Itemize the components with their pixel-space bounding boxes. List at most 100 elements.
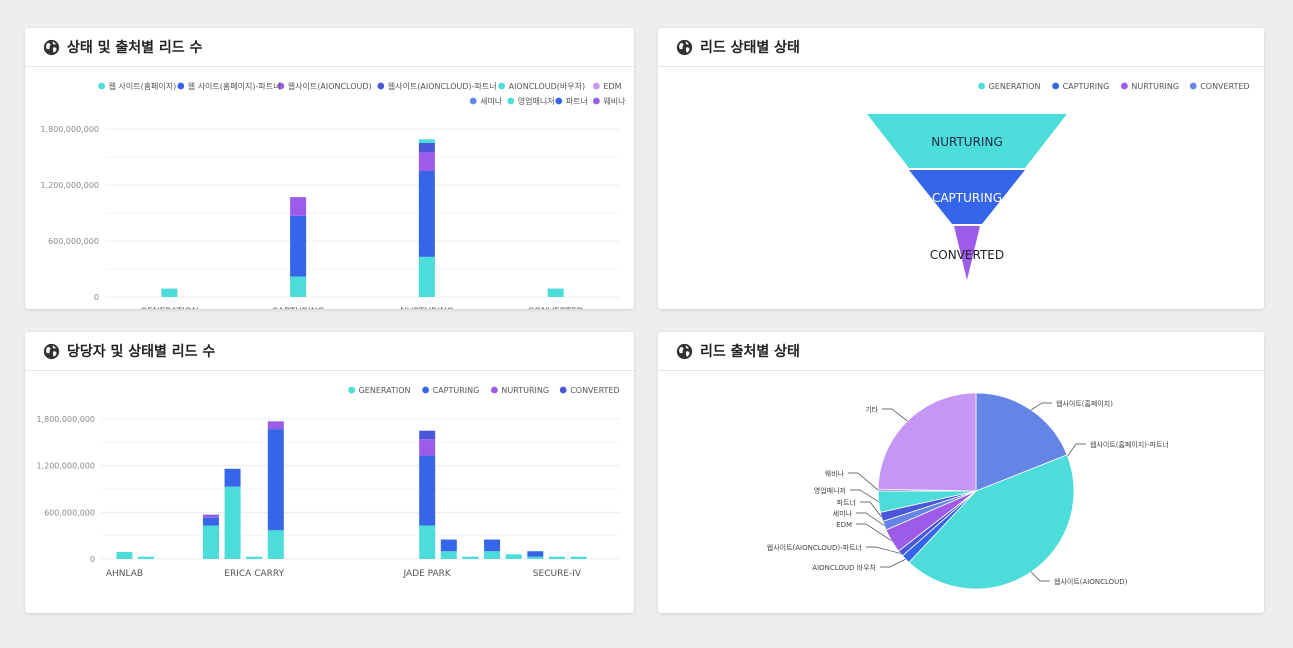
panel-lead-count-by-status-source: 상태 및 출처별 리드 수 EDM AIONCLOUD(바우처) 웹사이트(AION… bbox=[25, 28, 634, 309]
legend-swatch bbox=[277, 82, 285, 90]
bar-segment bbox=[527, 556, 544, 559]
pie-label: AIONCLOUD 바우처 bbox=[812, 563, 876, 572]
panel-lead-status-funnel: 리드 상태별 상태 CONVERTED NURTURING CAPTURING GEN… bbox=[658, 28, 1264, 309]
bar-segment bbox=[484, 551, 501, 559]
legend-swatch bbox=[978, 82, 985, 90]
pie-slice bbox=[908, 454, 1075, 590]
legend-swatch bbox=[593, 82, 600, 90]
bar-segment bbox=[267, 429, 284, 531]
legend-label: EDM bbox=[603, 82, 621, 91]
legend-swatch bbox=[469, 97, 477, 105]
bar-segment bbox=[161, 288, 178, 297]
panel-header: 당당자 및 상태별 리드 수 bbox=[25, 332, 634, 371]
pie-leader-line bbox=[856, 512, 885, 526]
panel-title: 상태 및 출처별 리드 수 bbox=[67, 40, 203, 56]
legend-label: 파트너 bbox=[566, 96, 588, 106]
panel-lead-count-by-owner-status: 당당자 및 상태별 리드 수 CONVERTED NURTURING CAPTURI… bbox=[25, 332, 634, 613]
bar-segment bbox=[202, 525, 219, 559]
funnel-stage bbox=[867, 114, 1067, 168]
legend-label: 영업매니저 bbox=[518, 96, 555, 106]
bar-segment bbox=[290, 215, 307, 277]
pie-slice bbox=[877, 392, 977, 492]
legend-swatch bbox=[1189, 82, 1197, 90]
legend-label: AIONCLOUD(바우처) bbox=[509, 81, 586, 91]
bar-segment bbox=[527, 551, 544, 557]
y-tick-label: 0 bbox=[94, 293, 99, 302]
bar-segment bbox=[418, 143, 435, 153]
x-tick-label: AHNLAB bbox=[106, 569, 143, 579]
funnel-label: NURTURING bbox=[931, 135, 1003, 149]
y-tick-label: 600,000,000 bbox=[44, 508, 95, 517]
legend-swatch bbox=[377, 82, 385, 90]
legend-swatch bbox=[555, 97, 563, 105]
pie-label: 파트너 bbox=[837, 498, 856, 507]
y-tick-label: 1,200,000,000 bbox=[36, 462, 95, 471]
bar-segment bbox=[116, 552, 133, 559]
y-tick-label: 1,800,000,000 bbox=[40, 125, 99, 134]
legend-label: 웨비나 bbox=[603, 96, 626, 106]
legend-swatch bbox=[1052, 82, 1059, 90]
bar-segment bbox=[440, 551, 457, 559]
legend-swatch bbox=[98, 82, 105, 90]
bar-segment bbox=[246, 556, 263, 559]
pie-leader-line bbox=[856, 523, 892, 542]
pie-label: 웹사이트(AIONCLOUD)-파트너 bbox=[767, 543, 862, 552]
y-tick-label: 1,800,000,000 bbox=[36, 415, 95, 424]
pie-leader-line bbox=[1030, 571, 1050, 582]
funnel-label: CONVERTED bbox=[930, 248, 1004, 262]
panel-title: 리드 출처별 상태 bbox=[700, 344, 800, 360]
bar-segment bbox=[419, 455, 436, 526]
pie-leader-line bbox=[882, 408, 908, 422]
legend-label: 웹 사이트(홈페이지)-파트너 bbox=[188, 81, 281, 91]
pie-leader-line bbox=[880, 558, 906, 568]
pie-leader-line bbox=[866, 546, 901, 554]
x-tick-label: CONVERTED bbox=[528, 307, 584, 309]
y-tick-label: 0 bbox=[90, 555, 95, 564]
legend-label: 웹 사이트(홈페이지) bbox=[109, 81, 177, 91]
y-tick-label: 600,000,000 bbox=[48, 237, 99, 246]
bar-segment bbox=[418, 139, 435, 143]
bar-segment bbox=[418, 171, 435, 257]
globe-icon bbox=[43, 343, 60, 359]
legend-label: NURTURING bbox=[1131, 82, 1179, 91]
legend-label: CAPTURING bbox=[433, 386, 480, 395]
funnel-label: CAPTURING bbox=[932, 191, 1002, 205]
bar-segment bbox=[440, 539, 457, 552]
x-tick-label: ERICA CARRY bbox=[224, 569, 284, 579]
bar-segment bbox=[505, 554, 522, 559]
pie-label: 기타 bbox=[865, 405, 878, 414]
funnel-stage bbox=[909, 170, 1025, 224]
x-tick-label: CAPTURING bbox=[272, 307, 325, 309]
stacked-bar-chart: CONVERTED NURTURING CAPTURING GENERATION 1,8… bbox=[36, 386, 620, 579]
x-tick-label: SECURE-IV bbox=[533, 569, 582, 579]
legend-label: NURTURING bbox=[501, 386, 549, 395]
pie-label: 웹사이트(홈페이지)-파트너 bbox=[1090, 440, 1169, 449]
bar-segment bbox=[290, 197, 307, 216]
globe-icon bbox=[43, 39, 60, 55]
x-tick-label: NURTURING bbox=[400, 307, 454, 309]
pie-label: 웹사이트(홈페이지) bbox=[1056, 399, 1113, 408]
legend-swatch bbox=[498, 82, 505, 90]
pie-chart: 웹사이트(홈페이지) 웹사이트(AIONCLOUD) AIONCLOUD 바우처 웹사… bbox=[767, 392, 1169, 590]
bar-segment bbox=[224, 468, 241, 487]
panel-header: 리드 출처별 상태 bbox=[658, 332, 1264, 371]
legend-swatch bbox=[559, 386, 567, 394]
bar-segment bbox=[419, 439, 436, 456]
globe-icon bbox=[676, 39, 693, 55]
pie-label: 웹사이트(AIONCLOUD) bbox=[1054, 577, 1128, 586]
legend-label: 세미나 bbox=[480, 97, 503, 106]
pie-leader-line bbox=[1067, 443, 1086, 457]
x-tick-label: JADE PARK bbox=[403, 569, 452, 579]
bar-segment bbox=[570, 556, 587, 559]
legend-label: 웹사이트(AIONCLOUD) bbox=[288, 81, 372, 91]
pie-leader-line bbox=[860, 501, 882, 518]
legend-label: CONVERTED bbox=[570, 386, 619, 395]
bar-segment bbox=[462, 556, 479, 559]
bar-segment bbox=[484, 539, 501, 552]
stacked-bar-chart: EDM AIONCLOUD(바우처) 웹사이트(AIONCLOUD)-파트너 웹사이트… bbox=[40, 81, 626, 309]
bar-segment bbox=[224, 486, 241, 559]
panel-lead-source-pie: 리드 출처별 상태 웹사이트(홈페이지) 웹사이트(AIONCLOUD) AIONC… bbox=[658, 332, 1264, 613]
pie-leader-line bbox=[1030, 402, 1052, 411]
legend-swatch bbox=[1121, 82, 1128, 90]
legend-swatch bbox=[348, 386, 355, 394]
